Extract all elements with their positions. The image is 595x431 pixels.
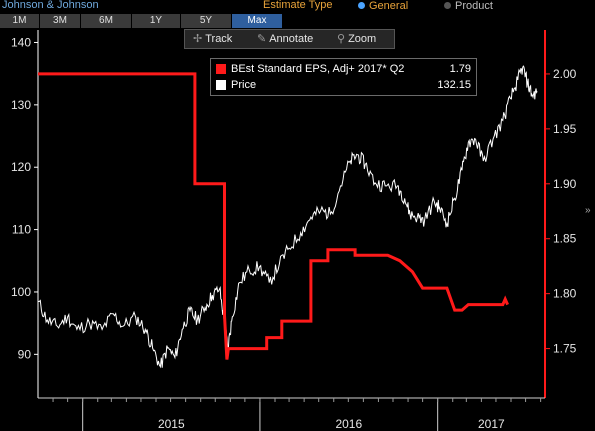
- annotate-label: Annotate: [269, 33, 314, 45]
- radio-product[interactable]: Product: [444, 0, 493, 12]
- legend-item-eps: BEst Standard EPS, Adj+ 2017* Q2 1.79: [216, 62, 471, 76]
- radio-general[interactable]: General: [358, 0, 408, 12]
- track-label: Track: [205, 33, 233, 45]
- y-left-tick-label: 140: [11, 35, 31, 49]
- y-left-tick-label: 90: [18, 347, 32, 361]
- range-3m[interactable]: 3M: [40, 14, 80, 28]
- range-1y[interactable]: 1Y: [132, 14, 180, 28]
- legend-value-price: 132.15: [437, 79, 471, 91]
- y-right-tick-label: 1.90: [553, 177, 577, 191]
- pencil-icon: ✎: [257, 33, 267, 45]
- zoom-label: Zoom: [348, 33, 377, 45]
- y-left-tick-label: 120: [11, 160, 31, 174]
- y-left-tick-label: 110: [12, 223, 31, 237]
- legend-item-price: Price 132.15: [216, 78, 471, 92]
- x-tick-label: 2015: [158, 417, 185, 431]
- annotate-button[interactable]: ✎ Annotate: [257, 30, 313, 48]
- magnifier-icon: ⚲: [337, 33, 346, 45]
- chart-legend: BEst Standard EPS, Adj+ 2017* Q2 1.79 Pr…: [210, 58, 477, 96]
- zoom-button[interactable]: ⚲ Zoom: [337, 30, 376, 48]
- radio-product-label: Product: [455, 0, 493, 12]
- x-tick-label: 2016: [335, 417, 362, 431]
- y-right-tick-label: 1.75: [553, 342, 577, 356]
- y-right-tick-label: 1.95: [553, 122, 577, 136]
- chevron-right-icon[interactable]: »: [585, 205, 591, 216]
- y-right-tick-label: 1.80: [553, 287, 577, 301]
- track-button[interactable]: ✢ Track: [193, 30, 232, 48]
- chart-toolbar: ✢ Track ✎ Annotate ⚲ Zoom: [184, 29, 395, 49]
- legend-swatch-eps: [216, 64, 226, 74]
- legend-value-eps: 1.79: [449, 63, 471, 75]
- legend-label-eps: BEst Standard EPS, Adj+ 2017* Q2: [231, 63, 405, 75]
- series-line-price: [37, 65, 538, 369]
- y-right-tick-label: 1.85: [553, 232, 577, 246]
- company-name: Johnson & Johnson: [2, 0, 99, 11]
- range-6m[interactable]: 6M: [81, 14, 131, 28]
- crosshair-icon: ✢: [193, 33, 203, 45]
- y-left-tick-label: 130: [11, 98, 31, 112]
- y-right-tick-label: 2.00: [553, 67, 577, 81]
- legend-label-price: Price: [231, 79, 257, 91]
- y-left-tick-label: 100: [11, 285, 31, 299]
- x-tick-label: 2017: [478, 417, 505, 431]
- radio-selected-icon: [358, 2, 365, 9]
- range-1m[interactable]: 1M: [0, 14, 39, 28]
- range-5y[interactable]: 5Y: [181, 14, 231, 28]
- radio-unselected-icon: [444, 2, 451, 9]
- series-line-eps: [38, 72, 509, 360]
- radio-general-label: General: [369, 0, 409, 12]
- range-max[interactable]: Max: [232, 14, 282, 28]
- legend-swatch-price: [216, 80, 226, 90]
- estimate-type-label: Estimate Type: [263, 0, 333, 11]
- header-bar: Johnson & Johnson Estimate Type General …: [0, 0, 595, 14]
